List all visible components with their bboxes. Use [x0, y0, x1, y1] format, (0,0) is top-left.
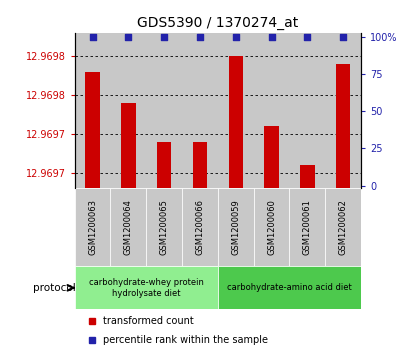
- Text: transformed count: transformed count: [103, 316, 194, 326]
- Bar: [290, 188, 325, 266]
- Bar: [254, 33, 290, 188]
- Text: GSM1200064: GSM1200064: [124, 200, 133, 256]
- Point: [197, 34, 203, 40]
- Bar: [229, 56, 243, 188]
- Bar: [336, 64, 350, 188]
- Bar: [218, 266, 361, 309]
- Text: GSM1200065: GSM1200065: [160, 200, 168, 256]
- Text: protocol: protocol: [33, 283, 76, 293]
- Point: [125, 34, 132, 40]
- Bar: [75, 33, 110, 188]
- Text: carbohydrate-whey protein
hydrolysate diet: carbohydrate-whey protein hydrolysate di…: [89, 278, 204, 298]
- Bar: [218, 33, 254, 188]
- Bar: [157, 142, 171, 188]
- Point: [161, 34, 168, 40]
- Text: GSM1200063: GSM1200063: [88, 199, 97, 256]
- Bar: [300, 165, 315, 188]
- Title: GDS5390 / 1370274_at: GDS5390 / 1370274_at: [137, 16, 298, 30]
- Bar: [85, 72, 100, 188]
- Bar: [75, 188, 110, 266]
- Bar: [75, 266, 218, 309]
- Point: [340, 34, 347, 40]
- Text: GSM1200059: GSM1200059: [231, 200, 240, 255]
- Bar: [182, 188, 218, 266]
- Text: GSM1200062: GSM1200062: [339, 200, 348, 256]
- Point: [268, 34, 275, 40]
- Bar: [290, 33, 325, 188]
- Bar: [264, 126, 279, 188]
- Bar: [146, 33, 182, 188]
- Bar: [325, 188, 361, 266]
- Bar: [110, 188, 146, 266]
- Point: [232, 34, 239, 40]
- Bar: [193, 142, 207, 188]
- Bar: [110, 33, 146, 188]
- Bar: [182, 33, 218, 188]
- Text: percentile rank within the sample: percentile rank within the sample: [103, 335, 269, 345]
- Point: [89, 34, 96, 40]
- Point: [304, 34, 311, 40]
- Text: carbohydrate-amino acid diet: carbohydrate-amino acid diet: [227, 284, 352, 292]
- Bar: [218, 188, 254, 266]
- Bar: [146, 188, 182, 266]
- Bar: [254, 188, 290, 266]
- Bar: [121, 103, 136, 188]
- Bar: [325, 33, 361, 188]
- Text: GSM1200061: GSM1200061: [303, 200, 312, 256]
- Text: GSM1200066: GSM1200066: [195, 199, 205, 256]
- Text: GSM1200060: GSM1200060: [267, 200, 276, 256]
